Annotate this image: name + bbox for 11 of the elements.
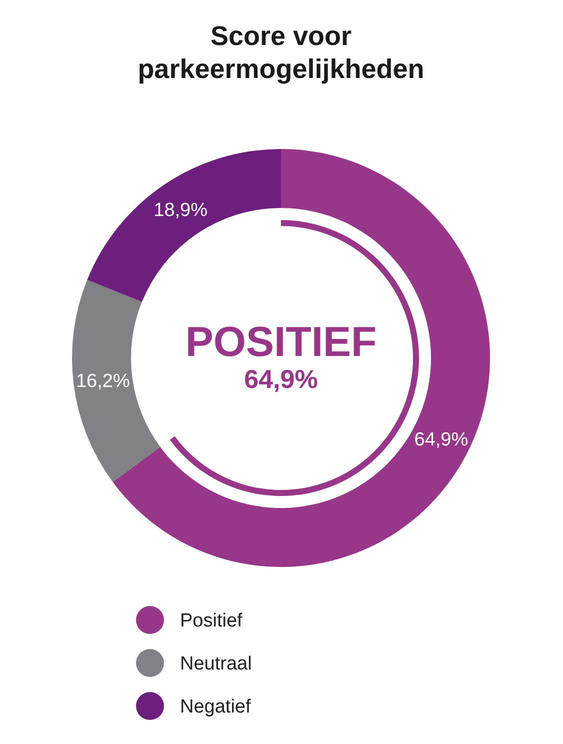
legend-label: Positief	[180, 610, 244, 632]
data-label: 18,9%	[154, 200, 208, 221]
data-label: 16,2%	[76, 371, 130, 392]
legend-label: Negatief	[180, 696, 252, 718]
donut-slice	[87, 149, 281, 302]
text: 64,9%	[244, 364, 318, 394]
text: POSITIEF	[185, 318, 377, 365]
legend-label: Neutraal	[180, 654, 252, 675]
chart-title: Score voor parkeermogelijkheden	[138, 21, 424, 84]
donut-slice	[72, 280, 160, 482]
data-label: 64,9%	[414, 430, 468, 451]
